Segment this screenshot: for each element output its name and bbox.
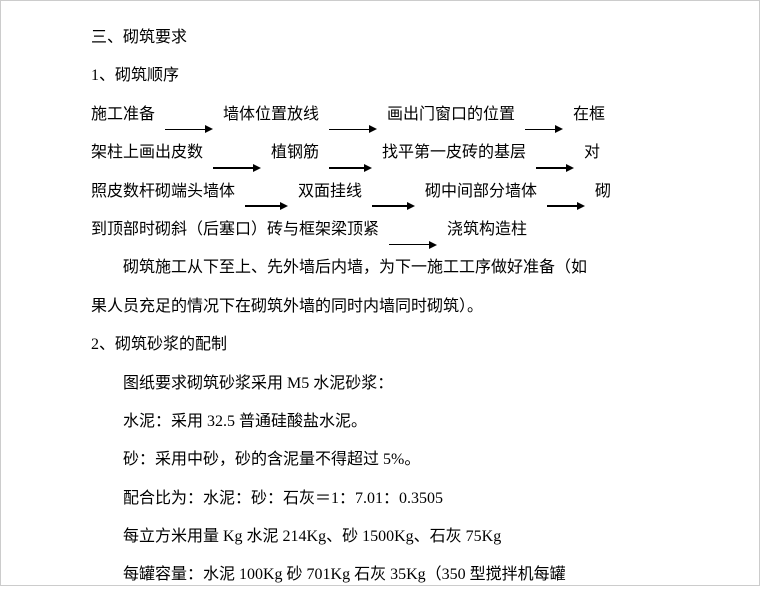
arrow-line <box>536 167 566 169</box>
arrow-line <box>525 129 555 131</box>
arrow-icon <box>547 187 585 197</box>
flow-step: 砌 <box>595 183 611 200</box>
section-title: 三、砌筑要求 <box>91 19 699 57</box>
flow-line-3: 照皮数杆砌端头墙体 双面挂线 砌中间部分墙体 砌 <box>91 173 699 211</box>
flow-line-2: 架柱上画出皮数 植钢筋 找平第一皮砖的基层 对 <box>91 134 699 172</box>
flow-step: 施工准备 <box>91 106 155 123</box>
flow-step: 砌中间部分墙体 <box>425 183 537 200</box>
arrow-head <box>429 241 437 249</box>
arrow-icon <box>329 110 377 120</box>
flow-step: 浇筑构造柱 <box>447 221 527 238</box>
arrow-icon <box>372 187 415 197</box>
arrow-head <box>407 202 415 210</box>
flow-step: 画出门窗口的位置 <box>387 106 515 123</box>
flow-step: 架柱上画出皮数 <box>91 144 203 161</box>
arrow-icon <box>389 225 437 235</box>
arrow-head <box>205 125 213 133</box>
arrow-line <box>372 205 407 207</box>
arrow-head <box>555 125 563 133</box>
flow-step: 找平第一皮砖的基层 <box>382 144 526 161</box>
flow-step: 照皮数杆砌端头墙体 <box>91 183 235 200</box>
flow-line-4: 到顶部时砌斜（后塞口）砖与框架梁顶紧 浇筑构造柱 <box>91 211 699 249</box>
arrow-head <box>577 202 585 210</box>
flow-step: 植钢筋 <box>271 144 319 161</box>
document-body: 三、砌筑要求 1、砌筑顺序 施工准备 墙体位置放线 画出门窗口的位置 在框 架柱… <box>91 19 699 595</box>
arrow-head <box>566 164 574 172</box>
arrow-line <box>389 244 429 246</box>
flow-step: 墙体位置放线 <box>223 106 319 123</box>
spec-line: 每立方米用量 Kg 水泥 214Kg、砂 1500Kg、石灰 75Kg <box>91 518 699 556</box>
arrow-icon <box>536 149 574 159</box>
flow-step: 双面挂线 <box>298 183 362 200</box>
arrow-icon <box>213 149 261 159</box>
subsection-1-title: 1、砌筑顺序 <box>91 57 699 95</box>
arrow-line <box>245 205 280 207</box>
arrow-head <box>364 164 372 172</box>
spec-line: 图纸要求砌筑砂浆采用 M5 水泥砂浆： <box>91 365 699 403</box>
spec-line: 砂：采用中砂，砂的含泥量不得超过 5%。 <box>91 441 699 479</box>
flow-line-1: 施工准备 墙体位置放线 画出门窗口的位置 在框 <box>91 96 699 134</box>
spec-line: 配合比为：水泥：砂：石灰＝1：7.01：0.3505 <box>91 480 699 518</box>
flow-step: 在框 <box>573 106 605 123</box>
arrow-head <box>253 164 261 172</box>
arrow-line <box>329 167 364 169</box>
arrow-icon <box>525 110 563 120</box>
arrow-head <box>280 202 288 210</box>
arrow-icon <box>245 187 288 197</box>
subsection-2-title: 2、砌筑砂浆的配制 <box>91 326 699 364</box>
paragraph-1a: 砌筑施工从下至上、先外墙后内墙，为下一施工工序做好准备（如 <box>91 249 699 287</box>
arrow-line <box>547 205 577 207</box>
spec-line: 水泥：采用 32.5 普通硅酸盐水泥。 <box>91 403 699 441</box>
arrow-icon <box>165 110 213 120</box>
arrow-head <box>369 125 377 133</box>
arrow-line <box>329 129 369 131</box>
flow-step: 到顶部时砌斜（后塞口）砖与框架梁顶紧 <box>91 221 379 238</box>
spec-line: 每罐容量：水泥 100Kg 砂 701Kg 石灰 35Kg（350 型搅拌机每罐 <box>91 556 699 594</box>
arrow-icon <box>329 149 372 159</box>
arrow-line <box>213 167 253 169</box>
paragraph-1b: 果人员充足的情况下在砌筑外墙的同时内墙同时砌筑）。 <box>91 288 699 326</box>
flow-step: 对 <box>584 144 600 161</box>
arrow-line <box>165 129 205 131</box>
